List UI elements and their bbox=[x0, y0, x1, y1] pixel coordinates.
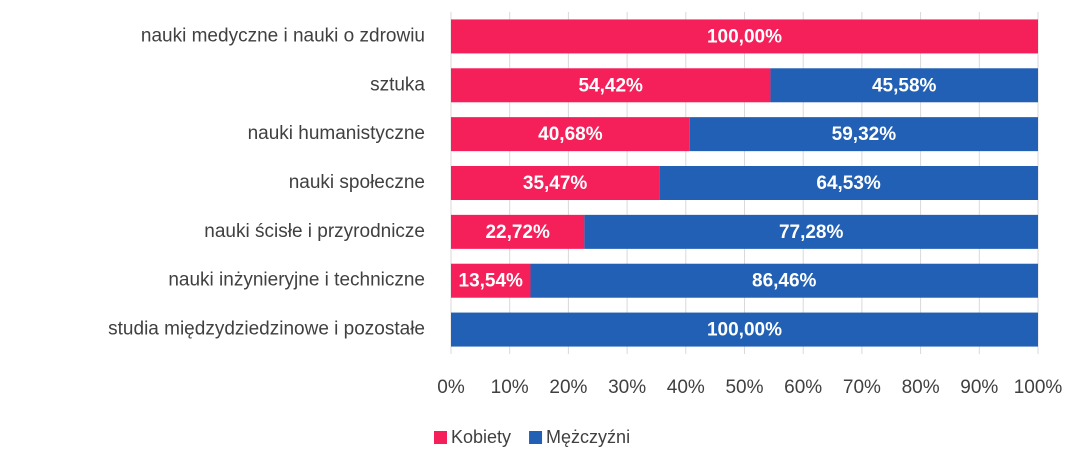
x-tick-label: 100% bbox=[1014, 377, 1063, 398]
legend-swatch bbox=[529, 431, 543, 444]
bar-segment bbox=[689, 117, 1038, 152]
x-tick-label: 0% bbox=[437, 377, 465, 398]
y-tick-label: nauki humanistyczne bbox=[248, 123, 425, 144]
bar-segment bbox=[451, 68, 771, 103]
y-tick-label: sztuka bbox=[370, 74, 425, 95]
data-label: 100,00% bbox=[707, 320, 782, 341]
legend-swatch bbox=[434, 431, 447, 444]
legend-label: Kobiety bbox=[451, 427, 511, 447]
data-label: 22,72% bbox=[485, 222, 550, 243]
y-tick-label: nauki medyczne i nauki o zdrowiu bbox=[141, 25, 425, 46]
data-label: 13,54% bbox=[459, 271, 524, 292]
x-tick-label: 10% bbox=[491, 377, 529, 398]
x-tick-label: 70% bbox=[843, 377, 881, 398]
x-tick-label: 20% bbox=[549, 377, 587, 398]
data-label: 54,42% bbox=[578, 75, 643, 96]
y-tick-label: nauki ścisłe i przyrodnicze bbox=[204, 221, 425, 242]
data-label: 40,68% bbox=[538, 124, 603, 145]
x-tick-label: 60% bbox=[784, 377, 822, 398]
legend-label: Mężczyźni bbox=[546, 427, 630, 447]
x-tick-label: 30% bbox=[608, 377, 646, 398]
bar-segment bbox=[451, 117, 690, 152]
data-label: 45,58% bbox=[872, 75, 937, 96]
x-tick-label: 90% bbox=[960, 377, 998, 398]
data-label: 64,53% bbox=[816, 173, 881, 194]
bar-segment bbox=[451, 263, 531, 298]
bar-segment bbox=[584, 214, 1038, 249]
bar-segment bbox=[451, 19, 1038, 54]
y-tick-label: nauki społeczne bbox=[289, 172, 425, 193]
bar-segment bbox=[770, 68, 1038, 103]
data-label: 100,00% bbox=[707, 26, 782, 47]
bar-segment bbox=[659, 166, 1038, 200]
bar-segment bbox=[451, 166, 660, 200]
data-label: 59,32% bbox=[832, 124, 897, 145]
bar-segment bbox=[451, 214, 585, 249]
y-tick-label: nauki inżynieryjne i techniczne bbox=[168, 270, 425, 291]
x-tick-label: 50% bbox=[725, 377, 763, 398]
x-tick-label: 80% bbox=[902, 377, 940, 398]
x-tick-label: 40% bbox=[667, 377, 705, 398]
bar-segment bbox=[530, 263, 1038, 298]
data-label: 86,46% bbox=[752, 271, 817, 292]
bar-segment bbox=[451, 312, 1038, 347]
data-label: 77,28% bbox=[779, 222, 844, 243]
data-label: 35,47% bbox=[523, 173, 588, 194]
y-tick-label: studia międzydziedzinowe i pozostałe bbox=[108, 319, 425, 340]
